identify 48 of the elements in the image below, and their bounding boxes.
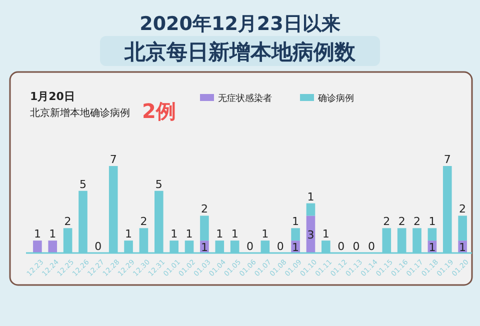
chart-title: 2020年12月23日以来 [140, 13, 340, 35]
data-label: 1 [34, 228, 41, 241]
data-label: 0 [94, 240, 102, 253]
text: 1月20日 [30, 90, 75, 103]
data-label: 1 [231, 228, 238, 241]
legend-label: 确诊病例 [317, 93, 354, 104]
bar [291, 228, 300, 241]
text: 2例 [142, 99, 176, 123]
data-label: 1 [292, 215, 300, 228]
legend-label: 无症状感染者 [218, 93, 272, 104]
data-label: 1 [459, 240, 466, 254]
data-label: 2 [200, 202, 208, 216]
bar [33, 240, 42, 253]
bar [200, 216, 209, 241]
data-label: 1 [292, 240, 300, 254]
data-label: 7 [110, 153, 117, 166]
data-label: 2 [459, 202, 466, 216]
chart-subtitle: 北京每日新增本地病例数 [124, 40, 356, 64]
data-label: 1 [186, 228, 193, 241]
data-label: 5 [155, 178, 162, 191]
bar [458, 216, 467, 241]
bar [306, 203, 316, 216]
data-label: 5 [79, 178, 86, 191]
data-label: 2 [383, 215, 390, 228]
text: 北京新增本地确诊病例 [30, 107, 130, 119]
data-label: 1 [428, 240, 436, 254]
data-label: 0 [246, 240, 254, 253]
data-label: 1 [49, 228, 56, 241]
data-label: 1 [216, 228, 224, 241]
data-label: 1 [125, 228, 132, 241]
data-label: 0 [338, 240, 345, 253]
data-label: 1 [200, 240, 208, 254]
data-label: 2 [140, 215, 148, 228]
data-label: 0 [276, 240, 284, 253]
bar [428, 228, 437, 241]
data-label: 0 [352, 240, 360, 253]
data-label: 1 [262, 228, 269, 241]
data-label: 1 [322, 228, 330, 241]
data-label: 1 [428, 215, 436, 228]
data-label: 1 [307, 190, 314, 204]
data-label: 7 [444, 153, 451, 166]
data-label: 2 [414, 215, 421, 228]
data-label: 3 [307, 228, 314, 242]
data-label: 2 [64, 215, 72, 228]
data-label: 1 [170, 228, 178, 241]
data-label: 2 [398, 215, 406, 228]
bar [48, 240, 58, 253]
data-label: 0 [368, 240, 375, 253]
